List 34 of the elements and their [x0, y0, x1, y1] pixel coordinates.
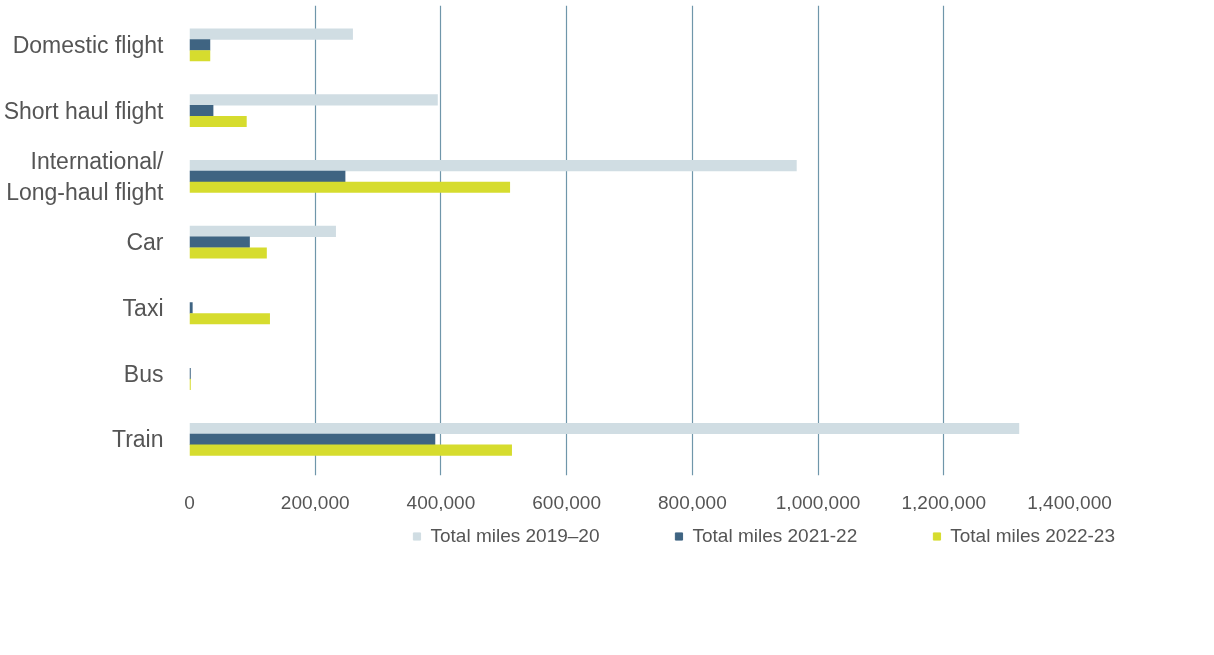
- bar: [189, 115, 247, 128]
- x-tick-label: 1,200,000: [901, 491, 987, 513]
- legend-label: Total miles 2021-22: [692, 525, 858, 547]
- bar: [189, 94, 438, 106]
- bar: [189, 159, 797, 172]
- y-tick-label: International/ Long-haul flight: [6, 147, 165, 206]
- y-tick-label: Domestic flight: [12, 31, 165, 58]
- bar: [189, 50, 211, 62]
- bar: [189, 422, 1020, 435]
- x-tick-label: 1,400,000: [1027, 491, 1112, 513]
- bar: [189, 313, 270, 325]
- bar: [189, 225, 336, 237]
- y-tick-label: Short haul flight: [3, 97, 165, 124]
- bar: [189, 444, 512, 456]
- y-tick-label: Taxi: [122, 294, 164, 321]
- bar: [189, 433, 436, 445]
- bar: [189, 170, 346, 182]
- x-tick-label: 0: [184, 491, 195, 513]
- y-tick-label: Bus: [123, 360, 164, 387]
- x-tick-label: 800,000: [658, 491, 727, 513]
- y-tick-label: Car: [126, 229, 164, 256]
- bar: [189, 105, 214, 117]
- bar: [189, 181, 511, 193]
- bar: [189, 28, 353, 40]
- x-tick-label: 1,000,000: [775, 491, 861, 513]
- bar: [189, 247, 267, 259]
- legend-label: Total miles 2022-23: [950, 525, 1115, 547]
- legend-label: Total miles 2019–20: [430, 525, 600, 547]
- bar: [189, 39, 211, 51]
- bar: [189, 302, 193, 314]
- x-tick-label: 600,000: [532, 491, 601, 513]
- x-tick-label: 400,000: [406, 491, 476, 513]
- y-tick-label: Train: [111, 426, 164, 453]
- x-tick-label: 200,000: [280, 491, 350, 513]
